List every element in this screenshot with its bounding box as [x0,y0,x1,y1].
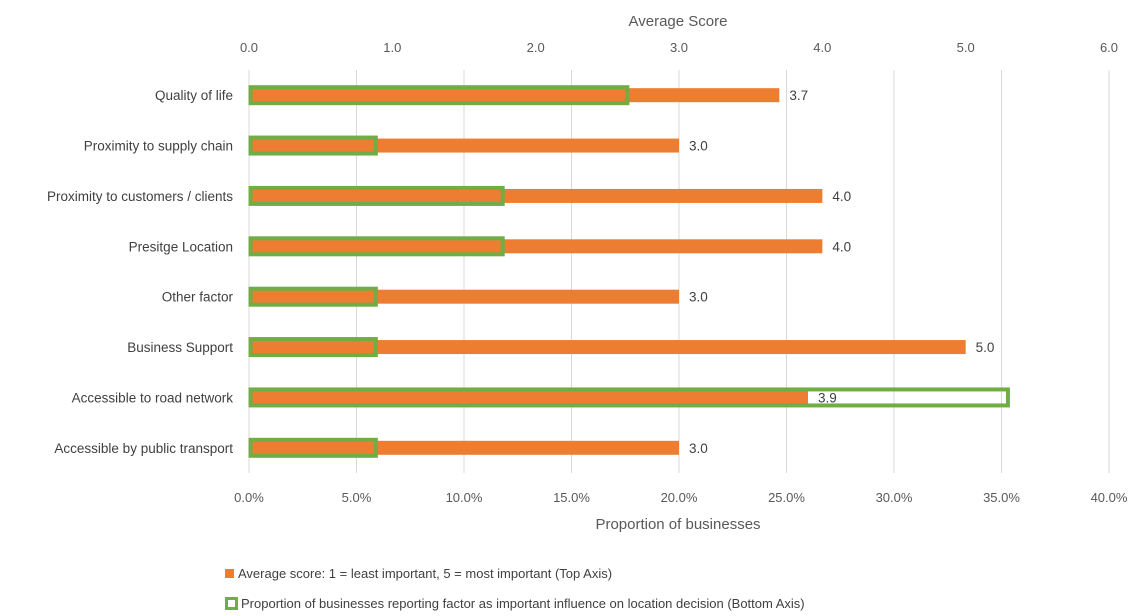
bottom-axis-tick-label: 0.0% [234,490,264,505]
proportion-bar [248,236,505,257]
gridlines [248,70,1110,473]
category-label: Proximity to customers / clients [47,189,233,204]
bottom-axis-tick-label: 10.0% [446,490,483,505]
proportion-bar [248,337,378,358]
score-bar [249,88,780,103]
bottom-axis-tick-label: 40.0% [1091,490,1128,505]
top-axis-tick-label: 4.0 [813,40,831,55]
category-label: Presitge Location [129,239,233,254]
bottom-axis-tick-label: 15.0% [553,490,590,505]
top-axis-title: Average Score [629,13,728,30]
category-label: Quality of life [155,88,233,103]
top-axis-tick-label: 0.0 [240,40,258,55]
score-data-label: 3.9 [818,390,837,405]
score-bar [249,239,823,254]
score-bar [249,390,808,405]
proportion-bar [248,437,378,458]
proportion-bar [248,185,505,206]
category-label: Other factor [162,290,234,305]
top-axis-tick-label: 5.0 [957,40,975,55]
top-axis-tick-label: 3.0 [670,40,688,55]
legend-item-proportion: Proportion of businesses reporting facto… [225,596,805,611]
bottom-axis-ticks: 0.0% 5.0% 10.0% 15.0% 20.0% 25.0% 30.0% 35.0% 40… [234,490,1128,505]
score-data-label: 3.0 [689,139,708,154]
score-bar [249,440,679,455]
legend-swatch-proportion [225,597,238,610]
legend-label-score: Average score: 1 = least important, 5 = … [238,566,613,581]
bars: 3.7 3.0 4.0 4.0 3.0 5.0 3.9 3.0 [248,85,1010,458]
score-data-label: 3.7 [789,88,808,103]
score-data-label: 3.0 [689,290,708,305]
top-axis-tick-label: 1.0 [383,40,401,55]
score-bar [249,340,966,355]
bottom-axis-tick-label: 5.0% [342,490,372,505]
category-label: Accessible by public transport [54,441,233,456]
score-data-label: 3.0 [689,441,708,456]
category-label: Accessible to road network [72,390,234,405]
category-label: Proximity to supply chain [84,139,233,154]
bottom-axis-title: Proportion of businesses [595,516,760,533]
score-data-label: 4.0 [832,189,851,204]
proportion-bar [248,135,378,156]
score-bar [249,188,823,203]
top-axis-ticks: 0.0 1.0 2.0 3.0 4.0 5.0 6.0 [240,40,1118,55]
proportion-bar [248,286,378,307]
bottom-axis-tick-label: 20.0% [661,490,698,505]
score-bar [249,138,679,153]
top-axis-tick-label: 6.0 [1100,40,1118,55]
bottom-axis-tick-label: 35.0% [983,490,1020,505]
legend-item-score: Average score: 1 = least important, 5 = … [225,566,612,581]
bottom-axis-tick-label: 30.0% [876,490,913,505]
score-data-label: 4.0 [832,239,851,254]
proportion-bar [248,387,1010,408]
bottom-axis-tick-label: 25.0% [768,490,805,505]
proportion-bar [248,85,630,106]
score-bar [249,289,679,304]
category-label: Business Support [127,340,233,355]
legend-label-proportion: Proportion of businesses reporting facto… [241,596,805,611]
score-data-label: 5.0 [976,340,995,355]
legend-swatch-score [225,569,234,578]
category-labels: Quality of life Proximity to supply chain… [47,88,234,456]
top-axis-tick-label: 2.0 [527,40,545,55]
